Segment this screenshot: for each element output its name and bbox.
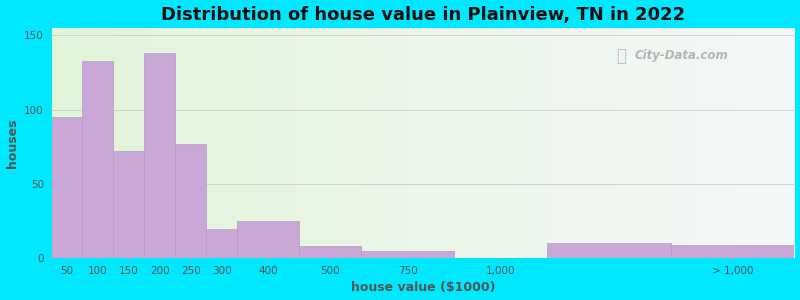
Y-axis label: houses: houses bbox=[6, 118, 18, 168]
Bar bbox=[206, 229, 238, 258]
Bar bbox=[175, 144, 206, 258]
Bar bbox=[82, 61, 114, 258]
Bar bbox=[51, 117, 82, 258]
Title: Distribution of house value in Plainview, TN in 2022: Distribution of house value in Plainview… bbox=[161, 6, 685, 24]
Text: City-Data.com: City-Data.com bbox=[634, 49, 729, 62]
Bar bbox=[238, 221, 299, 258]
X-axis label: house value ($1000): house value ($1000) bbox=[350, 281, 495, 294]
Bar bbox=[144, 53, 175, 258]
Bar bbox=[546, 243, 670, 258]
Bar bbox=[114, 151, 144, 258]
Text: ⦾: ⦾ bbox=[616, 46, 626, 64]
Bar bbox=[670, 245, 794, 258]
Bar bbox=[299, 246, 361, 258]
Bar bbox=[361, 251, 454, 258]
